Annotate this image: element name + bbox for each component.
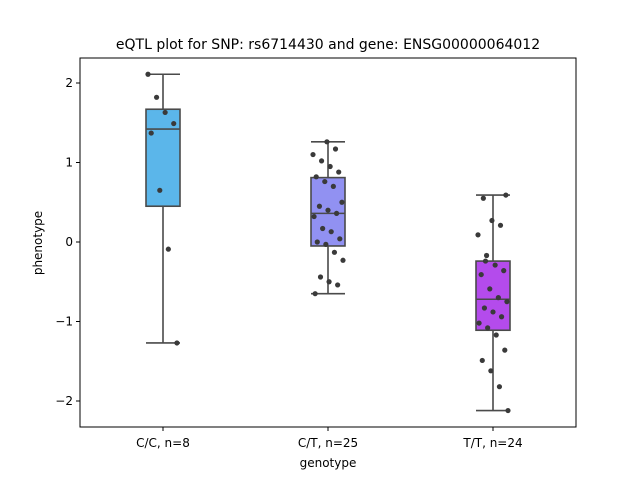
data-point [314, 239, 320, 245]
data-point [165, 246, 171, 252]
y-axis-label: phenotype [31, 211, 45, 275]
data-point [495, 295, 501, 301]
data-point [481, 305, 488, 311]
x-axis-label: genotype [300, 456, 357, 470]
data-point [316, 203, 323, 209]
data-point [492, 262, 498, 268]
y-tick-label: −1 [55, 315, 73, 329]
data-point [313, 174, 319, 180]
data-point [480, 195, 486, 201]
data-point [475, 232, 481, 238]
data-point [162, 109, 168, 116]
data-point [325, 207, 331, 213]
data-point [330, 183, 336, 189]
data-point [479, 357, 485, 364]
data-point [336, 169, 342, 175]
y-tick-label: 0 [65, 235, 73, 249]
y-tick-label: −2 [55, 394, 73, 408]
data-point [326, 279, 332, 285]
data-point [483, 252, 490, 259]
data-point [331, 249, 338, 255]
data-point [333, 210, 340, 216]
data-point [148, 130, 154, 136]
chart-title: eQTL plot for SNP: rs6714430 and gene: E… [116, 37, 540, 53]
data-point [310, 151, 316, 158]
data-point [328, 229, 334, 235]
data-point [502, 347, 508, 353]
data-point [496, 384, 503, 390]
points-group [145, 71, 511, 414]
data-point [497, 222, 504, 228]
data-point [476, 320, 482, 326]
data-point [489, 217, 495, 224]
data-point [490, 309, 496, 315]
data-point [487, 286, 493, 292]
data-point [482, 258, 489, 264]
data-point [317, 274, 324, 280]
data-point [324, 139, 330, 145]
x-tick-label: C/T, n=25 [298, 436, 358, 450]
data-point [311, 213, 317, 220]
x-tick-label: T/T, n=24 [462, 436, 522, 450]
data-point [318, 158, 325, 164]
data-point [337, 236, 343, 242]
data-point [153, 94, 160, 100]
data-point [332, 146, 339, 152]
data-point [312, 291, 318, 297]
data-point [339, 199, 345, 205]
data-point [493, 332, 499, 338]
data-point [478, 271, 484, 278]
y-tick-label: 2 [65, 76, 73, 90]
data-point [503, 192, 509, 198]
data-point [504, 299, 510, 305]
data-point [501, 268, 507, 274]
data-point [157, 187, 163, 193]
y-tick-label: 1 [65, 156, 73, 170]
data-point [320, 225, 326, 232]
data-point [322, 178, 328, 185]
data-point [485, 325, 491, 331]
data-point [327, 163, 333, 170]
x-tick-label: C/C, n=8 [136, 436, 190, 450]
data-point [323, 241, 329, 247]
data-point [174, 340, 180, 346]
y-axis: 2 1 0 −1 −2 [55, 76, 80, 408]
data-point [488, 368, 494, 374]
data-point [340, 257, 346, 263]
data-point [335, 282, 341, 288]
data-point [498, 314, 505, 320]
data-point [145, 71, 151, 77]
x-axis: C/C, n=8 C/T, n=25 T/T, n=24 [136, 427, 523, 450]
data-point [171, 120, 177, 127]
data-point [505, 407, 511, 414]
box-group [145, 73, 511, 412]
